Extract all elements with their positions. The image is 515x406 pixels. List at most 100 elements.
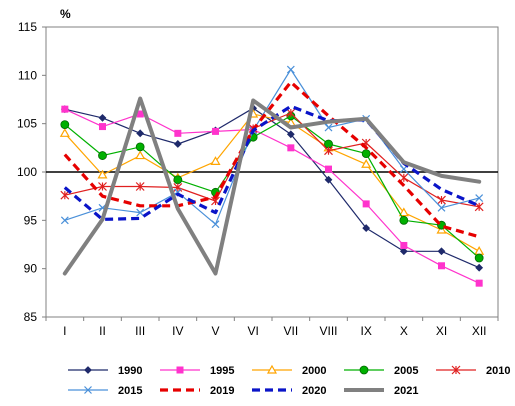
x-tick-label: I	[63, 324, 66, 338]
data-point-1990	[286, 130, 295, 139]
legend-label: 2019	[210, 385, 234, 397]
x-tick-label: III	[135, 324, 145, 338]
x-tick-label: VII	[283, 324, 298, 338]
data-point-2000	[59, 128, 70, 137]
data-point-2010	[437, 195, 446, 205]
legend-marker	[84, 366, 92, 374]
data-point-2010	[286, 108, 296, 118]
legend-label: 2020	[302, 385, 326, 397]
x-tick-label: V	[211, 324, 219, 338]
data-point-1995	[362, 200, 370, 208]
data-point-1990	[173, 140, 182, 148]
data-point-1995	[475, 279, 483, 287]
data-point-2000	[97, 169, 108, 179]
data-point-2015	[324, 123, 333, 132]
series-line-2021	[62, 96, 482, 276]
x-tick-label: IV	[172, 324, 183, 338]
data-point-2005	[399, 215, 409, 225]
x-tick-label: XII	[472, 324, 487, 338]
data-point-1990	[437, 247, 446, 256]
data-point-1995	[400, 241, 408, 249]
data-point-2015	[60, 216, 69, 225]
data-point-2015	[475, 194, 484, 203]
legend-item-1990: 1990	[68, 365, 142, 377]
data-point-2005	[361, 149, 371, 159]
legend-label: 1990	[118, 365, 142, 377]
legend-label: 2010	[486, 365, 510, 377]
data-point-2005	[173, 175, 183, 185]
legend-item-2019: 2019	[160, 385, 234, 397]
y-tick-label: 85	[24, 310, 38, 324]
x-tick-label: VIII	[319, 324, 337, 338]
y-tick-label: 115	[18, 20, 37, 34]
legend-label: 1995	[210, 365, 234, 377]
data-point-1995	[438, 262, 445, 270]
data-point-2010	[399, 173, 409, 183]
x-tick-label: XI	[436, 324, 447, 338]
legend-item-2015: 2015	[68, 385, 142, 397]
y-tick-label: 110	[18, 68, 37, 82]
legend-item-2000: 2000	[252, 364, 326, 377]
legend-marker	[266, 364, 278, 374]
data-point-2015	[136, 208, 145, 217]
legend-item-2010: 2010	[436, 365, 510, 377]
data-point-1995	[136, 110, 144, 118]
series-2021	[62, 96, 482, 276]
data-point-1990	[362, 224, 371, 232]
data-point-2015	[286, 65, 295, 74]
data-point-2005	[98, 151, 107, 160]
series-line-2019	[63, 80, 480, 239]
data-point-2015	[437, 203, 446, 212]
series-line-2010	[64, 112, 480, 208]
data-point-2000	[398, 207, 409, 217]
legend-marker	[84, 386, 92, 394]
data-point-1990	[136, 129, 145, 138]
data-point-2010	[474, 202, 484, 212]
series-line-2020	[63, 104, 480, 221]
series-line-2005	[64, 115, 480, 259]
x-tick-label: IX	[360, 324, 371, 338]
data-point-2000	[210, 156, 221, 165]
data-point-2005	[135, 142, 145, 152]
series-2010	[60, 108, 484, 212]
data-point-1995	[99, 123, 106, 131]
data-point-1990	[475, 263, 484, 272]
data-point-1995	[287, 144, 295, 152]
legend-marker	[359, 365, 369, 375]
y-tick-label: 105	[17, 117, 37, 131]
data-point-2000	[361, 159, 372, 168]
series-2020	[63, 104, 480, 221]
legend-label: 2005	[394, 365, 418, 377]
data-point-2010	[135, 182, 145, 191]
data-point-1990	[324, 175, 333, 184]
data-point-1990	[98, 113, 107, 122]
legend-marker	[451, 365, 461, 375]
data-point-2010	[324, 146, 333, 156]
series-line-2015	[64, 68, 480, 225]
data-point-2000	[135, 150, 146, 160]
legend-marker	[176, 366, 184, 374]
data-point-1990	[399, 247, 408, 256]
legend-label: 2015	[118, 385, 142, 397]
data-point-2010	[98, 182, 107, 191]
y-tick-label: 90	[24, 262, 38, 276]
y-tick-label: 100	[17, 165, 37, 179]
legend-item-2020: 2020	[252, 385, 326, 397]
legend-item-1995: 1995	[160, 365, 234, 377]
x-tick-label: X	[400, 324, 408, 338]
data-point-1995	[174, 129, 182, 137]
data-point-1995	[212, 127, 219, 135]
data-point-1995	[61, 105, 69, 113]
legend-item-2005: 2005	[344, 365, 418, 377]
series-2019	[63, 80, 480, 239]
x-tick-label: VI	[247, 324, 258, 338]
legend-label: 2000	[302, 365, 326, 377]
data-point-1995	[325, 165, 332, 173]
y-tick-label: 95	[24, 213, 38, 227]
data-point-2005	[60, 120, 70, 130]
legend-label: 2021	[394, 385, 418, 397]
data-point-2015	[211, 220, 220, 229]
data-point-2005	[474, 253, 484, 263]
y-unit-label: %	[60, 7, 71, 21]
